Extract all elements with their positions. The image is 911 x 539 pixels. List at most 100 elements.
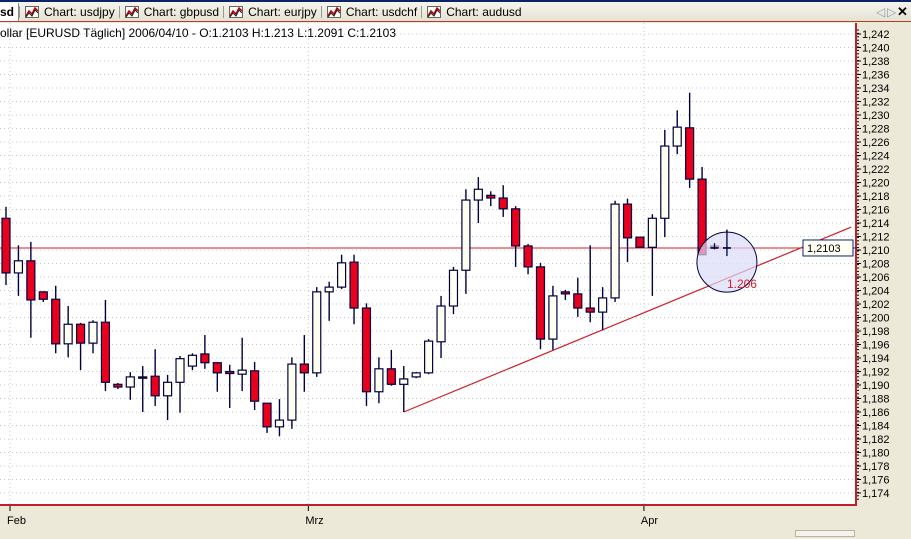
candle (262, 402, 272, 433)
candle (274, 399, 285, 437)
candle (1, 206, 11, 286)
candle (63, 306, 73, 358)
candle-body (1, 217, 11, 274)
x-tick-label: Mrz (305, 515, 323, 527)
candle (162, 374, 173, 421)
candle (374, 357, 384, 404)
y-tick-label: 1,174 (862, 488, 890, 500)
y-tick-label: 1,198 (862, 326, 890, 338)
chart-scrollbar[interactable] (795, 530, 855, 537)
candle-body (200, 353, 210, 364)
tab-usdjpy[interactable]: Chart: usdjpy (20, 3, 119, 21)
y-tick-label: 1,192 (862, 367, 890, 379)
candle (685, 92, 695, 188)
candle-body (324, 286, 334, 293)
y-tick-label: 1,180 (862, 448, 890, 460)
candle-body (162, 381, 173, 397)
candle (150, 349, 160, 406)
y-tick-label: 1,176 (862, 475, 890, 487)
tab-separator (118, 6, 120, 18)
candle-body (51, 298, 61, 345)
candle (38, 291, 48, 302)
y-tick-label: 1,208 (862, 259, 890, 271)
candle-body (685, 127, 695, 180)
candle (75, 322, 86, 371)
y-tick-label: 1,222 (862, 164, 890, 176)
candle-body (138, 376, 148, 379)
tab-separator (223, 6, 225, 18)
candle (113, 382, 123, 390)
candle-body (448, 269, 459, 307)
tab-label: Chart: audusd (446, 5, 522, 19)
chart-line-icon (326, 6, 341, 18)
candle (312, 287, 322, 377)
candle (660, 129, 670, 238)
candle-body (610, 203, 620, 299)
candle (635, 236, 645, 248)
candle (237, 337, 247, 392)
tab-separator (19, 6, 21, 18)
candle (523, 243, 533, 275)
y-tick-label: 1,238 (862, 56, 890, 68)
y-tick-label: 1,200 (862, 313, 890, 325)
candle (51, 285, 61, 354)
candle (200, 335, 210, 369)
tab-usdchf[interactable]: Chart: usdchf (322, 3, 421, 21)
tab-scroll-left-button[interactable]: ◁ (876, 5, 886, 19)
candle-body (175, 358, 185, 383)
candle-body (63, 323, 73, 345)
tab-eurusd[interactable]: sd (0, 3, 20, 21)
y-tick-label: 1,182 (862, 434, 890, 446)
candle-body (622, 203, 633, 239)
candle-body (498, 197, 508, 210)
tab-gbpusd[interactable]: Chart: gbpusd (120, 3, 223, 21)
tab-row: sd Chart: usdjpy Chart: gbpusd Chart: eu… (0, 3, 526, 21)
candle (324, 281, 334, 321)
candle (361, 303, 372, 406)
tab-label: Chart: eurjpy (248, 5, 317, 19)
y-tick-label: 1,186 (862, 407, 890, 419)
tab-label: sd (0, 5, 15, 19)
candle-body (212, 362, 222, 374)
y-tick-label: 1,202 (862, 299, 890, 311)
candle (610, 200, 620, 302)
tab-audusd[interactable]: Chart: audusd (422, 3, 525, 21)
candle (175, 355, 185, 413)
candle-body (75, 323, 86, 344)
candle-body (125, 376, 135, 388)
candle-body (598, 297, 608, 313)
tab-eurjpy[interactable]: Chart: eurjpy (224, 3, 321, 21)
candle-body (573, 293, 583, 309)
candle-body (150, 375, 160, 397)
y-tick-label: 1,216 (862, 205, 890, 217)
chart-line-icon (427, 6, 442, 18)
tab-scroll-right-button[interactable]: ▷ (887, 5, 897, 19)
y-tick-label: 1,220 (862, 178, 890, 190)
y-tick-label: 1,240 (862, 43, 890, 55)
close-chart-button[interactable]: ✕ (897, 4, 908, 19)
current-price-label: 1,2103 (807, 243, 841, 255)
candle-body (486, 194, 496, 199)
candle-body (399, 378, 409, 385)
y-tick-label: 1,196 (862, 340, 890, 352)
candle-body (262, 402, 272, 428)
tab-label: Chart: usdchf (345, 5, 418, 19)
candle (299, 335, 309, 392)
candle (225, 364, 235, 408)
candle (560, 289, 570, 300)
candle (187, 353, 198, 371)
candle (287, 357, 297, 429)
candle-body (411, 372, 421, 378)
candle-body (38, 291, 48, 300)
y-tick-label: 1,236 (862, 70, 890, 82)
chart-line-icon (124, 6, 139, 18)
candle-body (26, 260, 36, 301)
y-tick-label: 1,218 (862, 191, 890, 203)
candle (585, 245, 595, 323)
candle-body (274, 419, 285, 428)
y-tick-label: 1,188 (862, 394, 890, 406)
candle (448, 266, 459, 315)
candle (138, 366, 148, 412)
y-tick-label: 1,226 (862, 137, 890, 149)
candle (349, 254, 359, 325)
